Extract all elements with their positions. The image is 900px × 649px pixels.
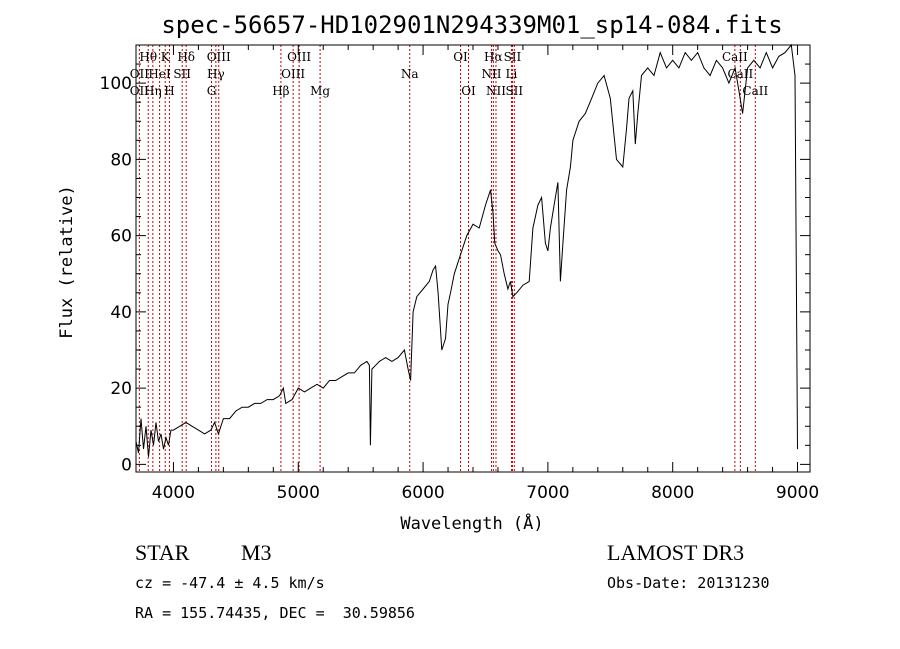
line-label: CaII bbox=[727, 67, 753, 81]
line-label: OII bbox=[130, 67, 150, 81]
line-label: Hα bbox=[484, 50, 503, 64]
line-label: G bbox=[207, 84, 217, 98]
line-label: HeI bbox=[148, 67, 171, 81]
axis-ticks: 4000 5000 6000 7000 8000 9000 0 20 40 60 80 100 bbox=[100, 45, 819, 503]
chart-title: spec-56657-HD102901N294339M01_sp14-084.f… bbox=[161, 11, 782, 39]
line-label: Na bbox=[401, 67, 419, 81]
line-label: H bbox=[164, 84, 174, 98]
x-axis-label: Wavelength (Å) bbox=[400, 512, 543, 534]
line-label: OII bbox=[130, 84, 150, 98]
emission-line-markers bbox=[138, 45, 756, 472]
y-tick-label: 20 bbox=[110, 379, 132, 399]
y-axis-label: Flux (relative) bbox=[57, 185, 77, 339]
line-label: OIII bbox=[287, 50, 311, 64]
line-label: NII bbox=[481, 67, 501, 81]
line-label: OIII bbox=[281, 67, 305, 81]
line-label: Hγ bbox=[207, 67, 225, 81]
y-tick-label: 100 bbox=[100, 74, 132, 94]
y-tick-label: 40 bbox=[110, 303, 132, 323]
object-subclass: M3 bbox=[241, 540, 272, 565]
obs-date: Obs-Date: 20131230 bbox=[607, 574, 770, 592]
x-tick-label: 6000 bbox=[401, 483, 444, 503]
line-label: OI bbox=[453, 50, 468, 64]
y-tick-label: 60 bbox=[110, 227, 132, 247]
line-label: Hη bbox=[144, 84, 162, 98]
line-label: SII bbox=[173, 67, 191, 81]
coordinates: RA = 155.74435, DEC = 30.59856 bbox=[135, 604, 415, 622]
line-label: Hθ bbox=[139, 50, 157, 64]
x-tick-label: 5000 bbox=[277, 483, 320, 503]
survey-name: LAMOST DR3 bbox=[607, 540, 745, 565]
line-label: OIII bbox=[207, 50, 231, 64]
emission-line-labels: Hθ OII OII K HeI Hη H Hδ SII OIII Hγ G OIII OIII Hβ Mg N… bbox=[130, 50, 769, 98]
redshift-text: cz = -47.4 ± 4.5 km/s bbox=[135, 574, 325, 592]
line-label: Hδ bbox=[177, 50, 195, 64]
line-label: CaII bbox=[722, 50, 748, 64]
x-tick-label: 4000 bbox=[152, 483, 195, 503]
line-label: SII bbox=[505, 84, 523, 98]
line-label: Li bbox=[506, 67, 518, 81]
line-label: SII bbox=[504, 50, 522, 64]
line-label: K bbox=[161, 50, 171, 64]
line-label: Mg bbox=[310, 84, 330, 98]
x-tick-label: 7000 bbox=[526, 483, 569, 503]
x-tick-label: 8000 bbox=[651, 483, 694, 503]
plot-frame bbox=[135, 44, 811, 473]
line-label: OI bbox=[461, 84, 476, 98]
line-label: Hβ bbox=[272, 84, 289, 98]
line-label: CaII bbox=[742, 84, 768, 98]
line-label: NII bbox=[486, 84, 506, 98]
spectrum-line bbox=[135, 43, 798, 457]
y-tick-label: 0 bbox=[121, 455, 132, 475]
object-class: STAR bbox=[135, 540, 190, 565]
y-tick-label: 80 bbox=[110, 150, 132, 170]
x-tick-label: 9000 bbox=[776, 483, 819, 503]
